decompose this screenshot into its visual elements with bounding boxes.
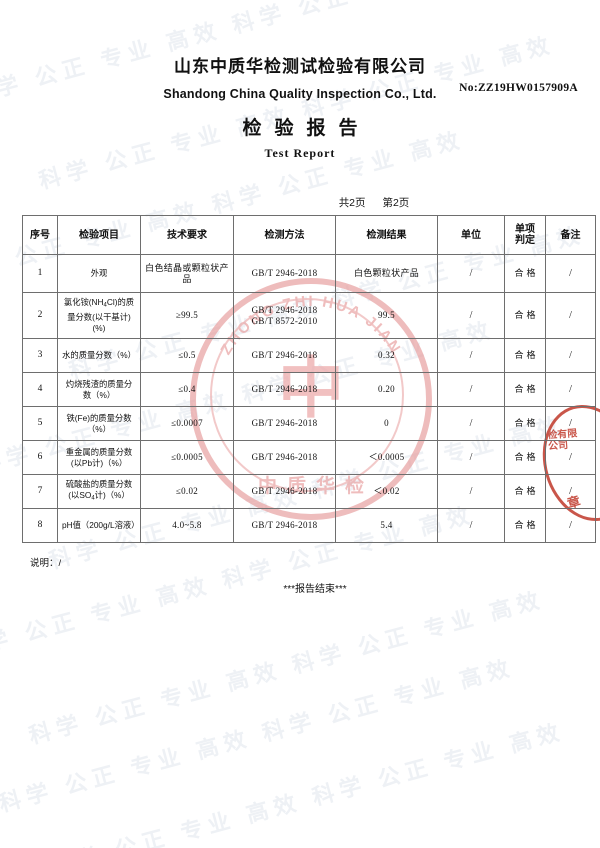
cell-method: GB/T 2946-2018	[233, 406, 336, 441]
header-unit: 单位	[437, 215, 505, 255]
cell-result: ＜0.0005	[335, 440, 438, 475]
cell-no: 7	[22, 474, 58, 509]
cell-spec: 白色结晶或颗粒状产品	[140, 254, 234, 293]
header-judgement-line2: 判定	[515, 235, 535, 246]
cell-method: GB/T 2946-2018	[233, 508, 336, 543]
cell-method: GB/T 2946-2018	[233, 254, 336, 293]
watermark-text: 科学 公正 专业 高效 科学 公正 专业 高效	[46, 718, 568, 848]
company-name-en: Shandong China Quality Inspection Co., L…	[163, 87, 437, 101]
header-method: 检测方法	[233, 215, 336, 255]
cell-unit: /	[437, 254, 505, 293]
cell-remark: /	[545, 372, 596, 407]
cell-remark: /	[545, 474, 596, 509]
cell-item: pH值（200g/L溶液）	[57, 508, 141, 543]
cell-method: GB/T 2946-2018	[233, 372, 336, 407]
cell-spec: 4.0~5.8	[140, 508, 234, 543]
cell-judgement: 合格	[504, 474, 546, 509]
cell-remark: /	[545, 508, 596, 543]
cell-no: 3	[22, 338, 58, 373]
cell-judgement: 合格	[504, 338, 546, 373]
header-no: 序号	[22, 215, 58, 255]
cell-spec: ≤0.4	[140, 372, 234, 407]
table-row: 1 外观 白色结晶或颗粒状产品 GB/T 2946-2018 白色颗粒状产品 / 合格 /	[22, 254, 596, 293]
cell-result: 白色颗粒状产品	[335, 254, 438, 293]
cell-unit: /	[437, 440, 505, 475]
cell-no: 2	[22, 292, 58, 339]
cell-result: 5.4	[335, 508, 438, 543]
cell-item: 铁(Fe)的质量分数（%）	[57, 406, 141, 441]
cell-unit: /	[437, 292, 505, 339]
cell-judgement: 合格	[504, 254, 546, 293]
table-row: 4 灼烧残渣的质量分数（%） ≤0.4 GB/T 2946-2018 0.20/合格 /	[22, 372, 596, 407]
cell-spec: ≤0.5	[140, 338, 234, 373]
cell-unit: /	[437, 406, 505, 441]
table-row: 2 氯化铵(NH4Cl)的质量分数(以干基计)(%) ≥99.5 GB/T 2946-…	[22, 292, 596, 339]
cell-item: 硫酸盐的质量分数(以SO4计)（%）	[57, 474, 141, 509]
cell-remark: /	[545, 292, 596, 339]
cell-remark: /	[545, 254, 596, 293]
cell-result: 99.5	[335, 292, 438, 339]
cell-no: 6	[22, 440, 58, 475]
cell-no: 5	[22, 406, 58, 441]
header-judgement-line1: 单项	[515, 224, 535, 235]
table-header-row: 序号 检验项目 技术要求 检测方法 检测结果 单位 单项 判定 备注	[22, 215, 596, 255]
cell-judgement: 合格	[504, 440, 546, 475]
watermark-text: 科学 公正 专业 高效 科学 公正 专业 高效	[26, 586, 548, 749]
header-result: 检测结果	[335, 215, 438, 255]
cell-unit: /	[437, 508, 505, 543]
header-remark: 备注	[545, 215, 596, 255]
cell-judgement: 合格	[504, 406, 546, 441]
note-text: 说明：/	[30, 558, 62, 569]
cell-spec: ≤0.02	[140, 474, 234, 509]
cell-method: GB/T 2946-2018	[233, 474, 336, 509]
report-title-en: Test Report	[264, 146, 336, 160]
cell-item: 氯化铵(NH4Cl)的质量分数(以干基计)(%)	[57, 292, 141, 339]
header-judgement: 单项 判定	[504, 215, 546, 255]
cell-method: GB/T 2946-2018 GB/T 8572-2010	[233, 292, 336, 339]
cell-spec: ≤0.0005	[140, 440, 234, 475]
cell-remark: /	[545, 406, 596, 441]
document-number: No:ZZ19HW0157909A	[459, 82, 578, 94]
report-end-mark: ***报告结束***	[283, 584, 347, 595]
cell-item: 灼烧残渣的质量分数（%）	[57, 372, 141, 407]
cell-unit: /	[437, 338, 505, 373]
results-table: 序号 检验项目 技术要求 检测方法 检测结果 单位 单项 判定 备注 1 外观 白色…	[22, 215, 596, 543]
cell-spec: ≤0.0007	[140, 406, 234, 441]
table-row: 5 铁(Fe)的质量分数（%） ≤0.0007 GB/T 2946-2018 0/合格 /	[22, 406, 596, 441]
watermark-text: 科学 公正 专业 高效 科学 公正 专业 高效	[0, 654, 518, 817]
cell-item: 外观	[57, 254, 141, 293]
cell-spec: ≥99.5	[140, 292, 234, 339]
header-spec: 技术要求	[140, 215, 234, 255]
table-row: 6 重金属的质量分数(以Pb计)（%） ≤0.0005 GB/T 2946-2018 ＜…	[22, 440, 596, 475]
cell-no: 1	[22, 254, 58, 293]
cell-remark: /	[545, 440, 596, 475]
cell-method: GB/T 2946-2018	[233, 338, 336, 373]
cell-result: 0.20	[335, 372, 438, 407]
company-name-cn: 山东中质华检测试检验有限公司	[174, 57, 426, 76]
cell-remark: /	[545, 338, 596, 373]
pages-total: 共2页	[338, 197, 366, 209]
cell-item: 重金属的质量分数(以Pb计)（%）	[57, 440, 141, 475]
cell-result: 0	[335, 406, 438, 441]
cell-method: GB/T 2946-2018	[233, 440, 336, 475]
cell-no: 4	[22, 372, 58, 407]
cell-judgement: 合格	[504, 292, 546, 339]
page-indicator: 共2页 第2页	[0, 195, 600, 210]
cell-unit: /	[437, 372, 505, 407]
table-row: 7 硫酸盐的质量分数(以SO4计)（%） ≤0.02 GB/T 2946-2018 ＜0…	[22, 474, 596, 509]
header-item: 检验项目	[57, 215, 141, 255]
cell-unit: /	[437, 474, 505, 509]
page-current: 第2页	[382, 197, 410, 209]
cell-item: 水的质量分数（%）	[57, 338, 141, 373]
cell-judgement: 合格	[504, 372, 546, 407]
cell-judgement: 合格	[504, 508, 546, 543]
cell-result: 0.32	[335, 338, 438, 373]
report-title-cn: 检验报告	[242, 118, 371, 139]
table-row: 8 pH值（200g/L溶液） 4.0~5.8 GB/T 2946-2018 5.4/合…	[22, 508, 596, 543]
cell-no: 8	[22, 508, 58, 543]
cell-result: ＜0.02	[335, 474, 438, 509]
table-row: 3 水的质量分数（%） ≤0.5 GB/T 2946-2018 0.32/合格 /	[22, 338, 596, 373]
